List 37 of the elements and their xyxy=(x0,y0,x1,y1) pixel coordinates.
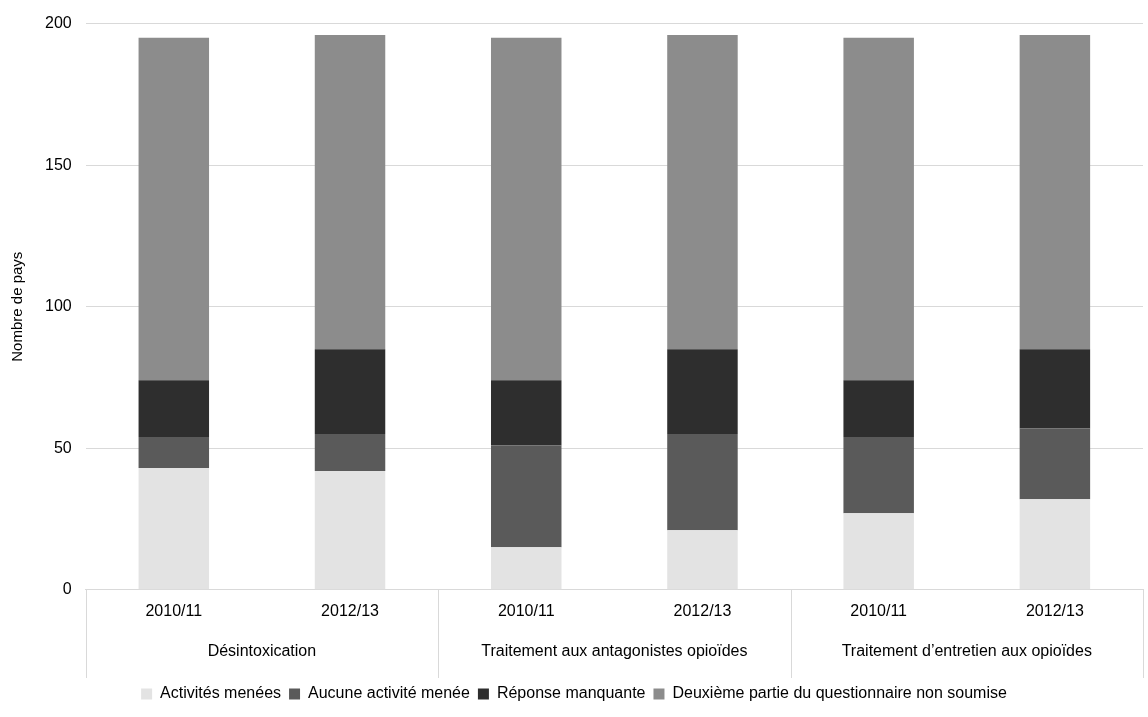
bar xyxy=(491,445,562,548)
bar xyxy=(491,37,562,381)
bar xyxy=(314,434,386,471)
bar xyxy=(1019,349,1091,429)
y-tick-label: 200 xyxy=(44,14,72,32)
legend-label: Aucune activité menée xyxy=(308,684,471,702)
bar xyxy=(138,436,210,469)
text: Traitement aux antagonistes opioïdes xyxy=(481,642,748,660)
bar xyxy=(314,349,386,435)
bar xyxy=(843,380,914,437)
bar xyxy=(314,34,386,350)
legend-label: Deuxième partie du questionnaire non soumise xyxy=(672,684,1007,702)
text: Désintoxication xyxy=(207,642,317,660)
text: Traitement d’entretien aux opioïdes xyxy=(841,642,1092,660)
bar xyxy=(667,349,738,435)
x-tick-label: 2010/11 xyxy=(850,601,908,619)
legend-label: Réponse manquante xyxy=(496,684,646,702)
y-tick-label: 50 xyxy=(53,438,72,456)
y-tick-label: 150 xyxy=(44,155,72,173)
x-tick-label: 2012/13 xyxy=(1025,601,1084,619)
x-tick-label: 2010/11 xyxy=(497,601,555,619)
bar xyxy=(843,37,914,381)
x-tick-label: 2012/13 xyxy=(321,601,380,619)
bar xyxy=(138,380,210,437)
bar xyxy=(1019,34,1091,350)
y-axis-title: Nombre de pays xyxy=(8,251,26,362)
bar xyxy=(667,434,738,531)
y-tick-label: 100 xyxy=(44,297,72,315)
bar xyxy=(1019,428,1091,500)
x-tick-label: 2010/11 xyxy=(145,601,203,619)
legend-label: Activités menées xyxy=(160,684,282,702)
bar xyxy=(843,436,914,514)
bar xyxy=(138,37,210,381)
bar xyxy=(491,380,562,446)
y-tick-label: 0 xyxy=(62,580,72,598)
x-tick-label: 2012/13 xyxy=(673,601,732,619)
bar xyxy=(667,34,738,350)
